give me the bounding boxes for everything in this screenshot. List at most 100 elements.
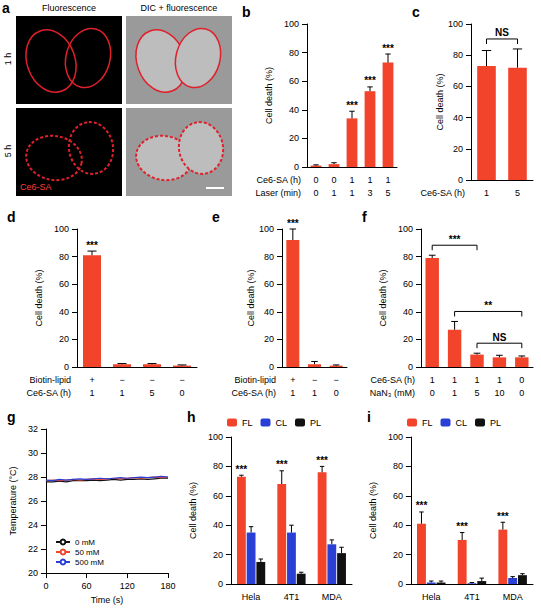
svg-text:Cell death (%): Cell death (%) — [368, 482, 378, 539]
svg-text:e: e — [212, 209, 220, 225]
svg-text:Temperature (°C): Temperature (°C) — [8, 466, 18, 535]
svg-text:30: 30 — [28, 448, 38, 458]
svg-text:60: 60 — [289, 76, 299, 86]
svg-text:***: *** — [287, 218, 299, 229]
svg-text:1: 1 — [497, 375, 502, 385]
svg-text:4T1: 4T1 — [284, 592, 300, 602]
svg-text:0: 0 — [458, 175, 463, 185]
svg-text:Cell death (%): Cell death (%) — [188, 482, 198, 539]
svg-text:100: 100 — [284, 19, 299, 29]
svg-text:500 mM: 500 mM — [75, 558, 104, 567]
svg-text:80: 80 — [289, 48, 299, 58]
svg-text:0: 0 — [43, 581, 48, 591]
svg-text:80: 80 — [264, 252, 274, 262]
svg-text:80: 80 — [403, 252, 413, 262]
svg-text:Laser (min): Laser (min) — [255, 188, 301, 198]
svg-text:−: − — [149, 375, 154, 385]
svg-text:CL: CL — [276, 418, 288, 428]
svg-text:***: *** — [416, 500, 428, 511]
svg-text:0: 0 — [313, 175, 318, 185]
svg-text:FL: FL — [422, 418, 433, 428]
svg-text:1: 1 — [119, 388, 124, 398]
svg-text:***: *** — [364, 75, 376, 86]
svg-text:22: 22 — [28, 544, 38, 554]
svg-text:60: 60 — [213, 491, 223, 501]
svg-text:***: *** — [346, 100, 358, 111]
svg-text:3: 3 — [367, 188, 372, 198]
svg-text:CL: CL — [456, 418, 468, 428]
svg-text:d: d — [7, 209, 16, 225]
svg-text:40: 40 — [264, 307, 274, 317]
svg-text:Cell death (%): Cell death (%) — [435, 73, 445, 130]
svg-text:80: 80 — [393, 461, 403, 471]
svg-text:−: − — [119, 375, 124, 385]
svg-text:20: 20 — [59, 334, 69, 344]
svg-text:0: 0 — [398, 579, 403, 589]
svg-text:20: 20 — [403, 334, 413, 344]
svg-text:4T1: 4T1 — [464, 592, 480, 602]
svg-text:0: 0 — [294, 162, 299, 172]
svg-text:40: 40 — [453, 113, 463, 123]
svg-text:FL: FL — [242, 418, 253, 428]
svg-text:1: 1 — [452, 388, 457, 398]
svg-text:Ce6-SA (h): Ce6-SA (h) — [420, 188, 465, 198]
svg-text:5: 5 — [474, 388, 479, 398]
svg-text:0: 0 — [218, 579, 223, 589]
svg-text:NS: NS — [495, 27, 509, 38]
svg-text:50 mM: 50 mM — [75, 548, 100, 557]
svg-text:Ce6-SA (h): Ce6-SA (h) — [370, 375, 415, 385]
svg-text:***: *** — [276, 459, 288, 470]
svg-text:+: + — [290, 375, 295, 385]
svg-text:60: 60 — [393, 491, 403, 501]
svg-text:26: 26 — [28, 496, 38, 506]
svg-text:***: *** — [382, 43, 394, 54]
svg-text:Ce6-SA (h): Ce6-SA (h) — [256, 175, 301, 185]
svg-text:32: 32 — [28, 424, 38, 434]
svg-text:80: 80 — [59, 252, 69, 262]
svg-text:Cell death (%): Cell death (%) — [264, 67, 274, 124]
svg-text:Ce6-SA (h): Ce6-SA (h) — [26, 388, 71, 398]
svg-text:MDA: MDA — [322, 592, 342, 602]
svg-text:***: *** — [449, 234, 461, 245]
svg-text:1: 1 — [474, 375, 479, 385]
svg-text:1: 1 — [331, 188, 336, 198]
svg-text:Ce6-SA (h): Ce6-SA (h) — [231, 388, 276, 398]
svg-text:20: 20 — [289, 133, 299, 143]
svg-text:Time (s): Time (s) — [91, 595, 124, 605]
svg-text:1: 1 — [349, 175, 354, 185]
svg-text:Cell death (%): Cell death (%) — [378, 269, 388, 326]
svg-text:80: 80 — [213, 461, 223, 471]
svg-text:40: 40 — [403, 307, 413, 317]
svg-text:−: − — [179, 375, 184, 385]
svg-text:180: 180 — [160, 581, 175, 591]
svg-text:60: 60 — [453, 81, 463, 91]
svg-text:1: 1 — [430, 375, 435, 385]
svg-text:60: 60 — [82, 581, 92, 591]
svg-text:100: 100 — [54, 224, 69, 234]
svg-text:0: 0 — [64, 362, 69, 372]
svg-text:i: i — [367, 409, 371, 425]
svg-text:5: 5 — [385, 188, 390, 198]
svg-text:28: 28 — [28, 472, 38, 482]
svg-text:20: 20 — [28, 568, 38, 578]
svg-text:1: 1 — [290, 388, 295, 398]
svg-text:0: 0 — [313, 188, 318, 198]
svg-text:−: − — [334, 375, 339, 385]
svg-text:40: 40 — [393, 520, 403, 530]
svg-text:0: 0 — [331, 175, 336, 185]
svg-text:b: b — [242, 4, 251, 20]
svg-text:NS: NS — [492, 332, 506, 343]
svg-text:1: 1 — [89, 388, 94, 398]
svg-text:0: 0 — [408, 362, 413, 372]
svg-text:20: 20 — [393, 550, 403, 560]
svg-text:**: ** — [484, 300, 492, 311]
svg-text:60: 60 — [264, 279, 274, 289]
svg-text:g: g — [7, 409, 16, 425]
svg-text:h: h — [187, 409, 196, 425]
svg-text:100: 100 — [208, 432, 223, 442]
svg-text:24: 24 — [28, 520, 38, 530]
svg-text:80: 80 — [453, 50, 463, 60]
svg-text:f: f — [362, 209, 367, 225]
svg-text:***: *** — [236, 464, 248, 475]
svg-text:0: 0 — [519, 375, 524, 385]
